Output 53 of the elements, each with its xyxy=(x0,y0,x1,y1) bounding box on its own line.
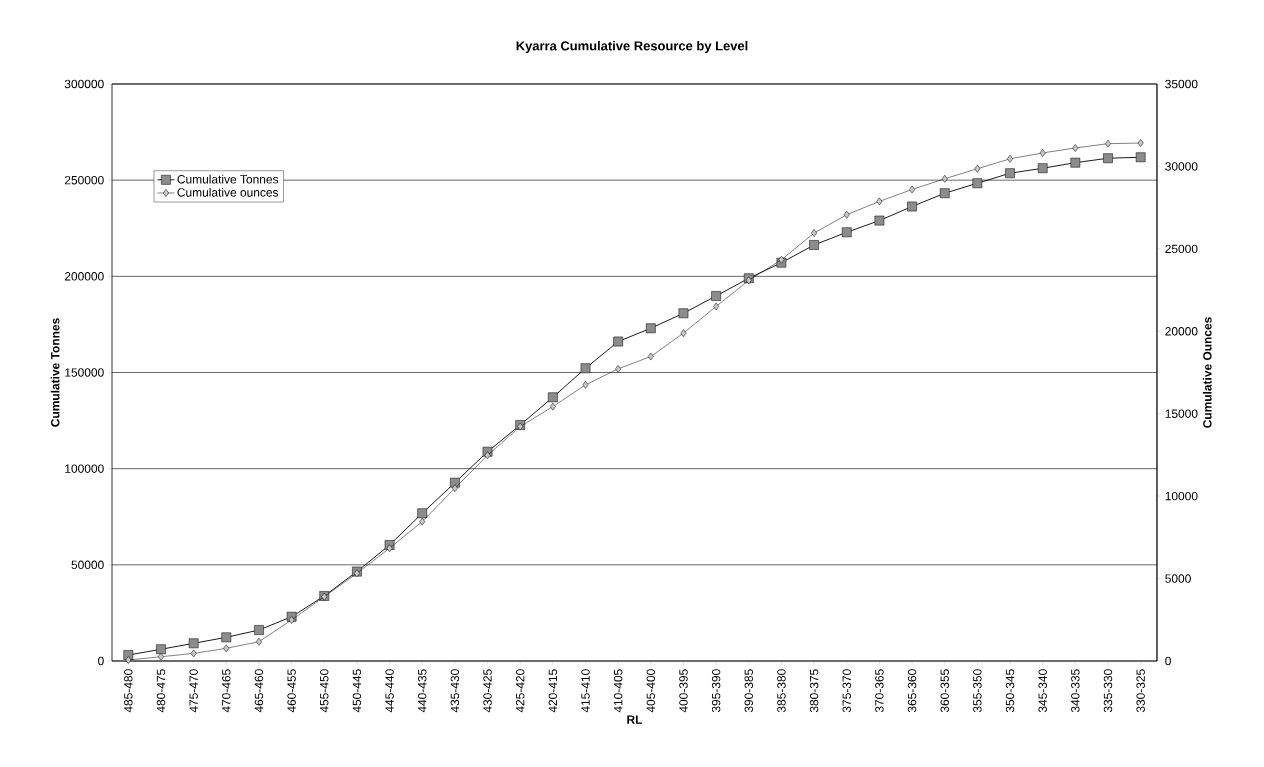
x-tick-label: 420-415 xyxy=(548,669,558,713)
x-tick-label: 340-335 xyxy=(1071,669,1080,713)
x-tick-label: 380-375 xyxy=(809,669,819,713)
y2-axis-title: Cumulative Ounces xyxy=(1202,317,1212,428)
x-tick-label: 425-420 xyxy=(515,669,525,713)
y2-tick-label: 15000 xyxy=(1165,409,1198,418)
x-tick-label: 480-475 xyxy=(156,669,166,713)
x-tick-label: 470-465 xyxy=(222,669,231,713)
x-tick-label: 415-410 xyxy=(581,669,590,713)
legend-label: Cumulative ounces xyxy=(177,187,279,197)
x-tick-label: 385-380 xyxy=(777,669,786,713)
x-tick-label: 370-365 xyxy=(875,669,884,713)
x-tick-label: 440-435 xyxy=(418,669,427,713)
legend-label: Cumulative Tonnes xyxy=(177,174,279,184)
x-tick-label: 450-445 xyxy=(352,669,362,713)
y2-tick-label: 20000 xyxy=(1165,327,1198,336)
x-tick-label: 405-400 xyxy=(646,669,656,713)
y-tick-label: 100000 xyxy=(65,464,104,473)
x-tick-label: 330-325 xyxy=(1136,669,1145,713)
y2-tick-label: 0 xyxy=(1165,656,1171,666)
y-tick-label: 150000 xyxy=(65,368,104,377)
x-tick-label: 345-340 xyxy=(1038,669,1047,713)
x-tick-label: 350-345 xyxy=(1005,669,1015,713)
x-tick-label: 485-480 xyxy=(124,669,133,713)
y-tick-label: 200000 xyxy=(64,272,104,281)
y2-tick-label: 35000 xyxy=(1165,79,1198,89)
y2-tick-label: 10000 xyxy=(1165,491,1198,501)
x-tick-label: 460-455 xyxy=(287,669,296,713)
x-tick-label: 375-370 xyxy=(842,669,851,713)
x-tick-label: 435-430 xyxy=(450,669,460,713)
x-tick-label: 410-405 xyxy=(613,669,623,713)
chart-title: Kyarra Cumulative Resource by Level xyxy=(516,40,748,54)
y-tick-label: 0 xyxy=(98,656,104,666)
x-tick-label: 455-450 xyxy=(320,669,329,713)
x-tick-label: 475-470 xyxy=(189,669,198,713)
x-axis-title: RL xyxy=(627,715,643,724)
y-tick-label: 250000 xyxy=(64,175,104,185)
x-tick-label: 355-350 xyxy=(973,669,982,713)
y2-tick-label: 30000 xyxy=(1165,162,1198,171)
y-tick-label: 50000 xyxy=(71,560,104,570)
x-tick-label: 335-330 xyxy=(1103,669,1113,713)
x-tick-label: 390-385 xyxy=(744,669,754,713)
x-tick-label: 430-425 xyxy=(483,669,492,713)
x-tick-label: 400-395 xyxy=(679,669,688,713)
x-tick-label: 365-360 xyxy=(907,669,917,713)
x-tick-label: 465-460 xyxy=(254,669,264,713)
y-axis-title: Cumulative Tonnes xyxy=(50,318,60,427)
x-tick-label: 445-440 xyxy=(385,669,394,713)
y-tick-label: 300000 xyxy=(64,79,104,89)
y2-tick-label: 25000 xyxy=(1165,244,1198,254)
y2-tick-label: 5000 xyxy=(1165,574,1191,583)
x-tick-label: 395-390 xyxy=(711,669,721,713)
x-tick-label: 360-355 xyxy=(940,669,949,713)
